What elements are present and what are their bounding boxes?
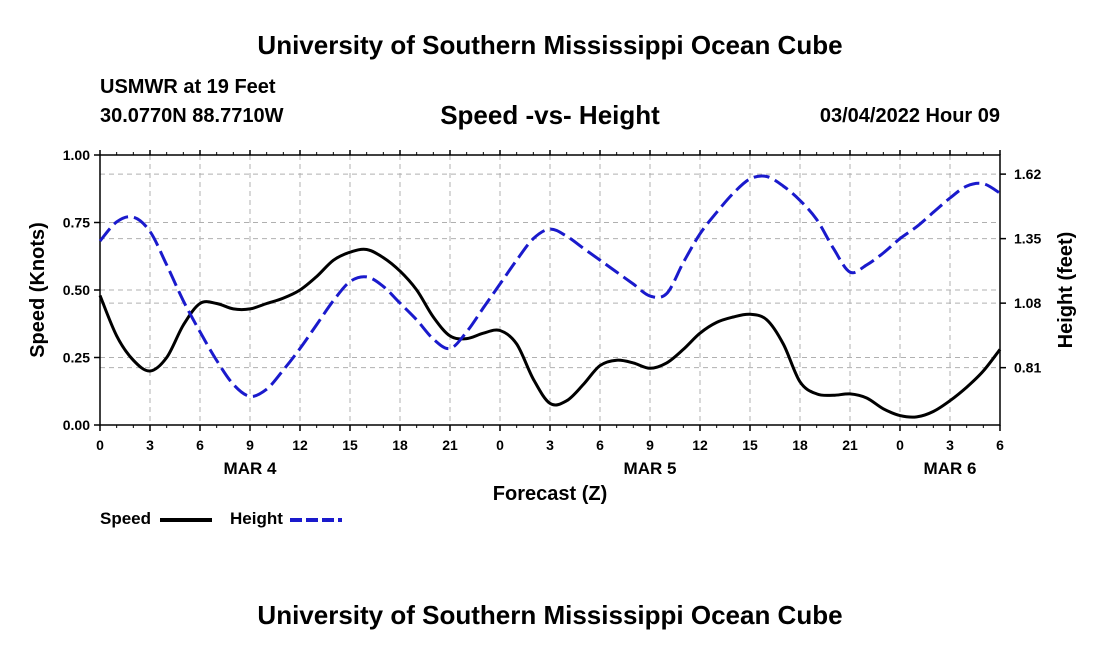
forecast-date: 03/04/2022 Hour 09 [819,105,1000,127]
x-tick-label: 3 [146,437,154,453]
x-date-label: MAR 4 [224,459,277,478]
x-tick-label: 0 [496,437,504,453]
legend-swatch-speed [159,517,212,522]
speed-height-chart: 0 3 6 9 12 15 18 21 0 3 6 9 12 15 18 21 0 3 6 MAR 4 MAR 5 MAR… [27,147,1077,505]
y-axis-label-left: Speed (Knots) [27,222,49,358]
x-tick-label: 0 [896,437,904,453]
series-lines [98,174,1002,419]
x-tick-label: 21 [842,437,858,453]
x-tick-label: 3 [946,437,954,453]
y-tick-label-right: 0.81 [1014,360,1041,376]
x-tick-label: 6 [996,437,1004,453]
grid-lines [99,154,1001,426]
legend-label-height: Height [230,509,283,528]
x-tick-label: 9 [246,437,254,453]
legend-swatch-height [289,517,342,522]
x-axis-label: Forecast (Z) [493,483,607,505]
x-tick-label: 12 [292,437,308,453]
x-tick-label: 9 [646,437,654,453]
x-tick-label: 18 [392,437,408,453]
station-name: USMWR at 19 Feet [100,76,276,98]
x-date-label: MAR 6 [924,459,977,478]
x-tick-label: 6 [196,437,204,453]
y-tick-label-left: 0.75 [63,215,90,231]
chart-title: Speed -vs- Height [440,100,660,130]
y-tick-label-left: 0.25 [63,350,90,366]
x-tick-label: 0 [96,437,104,453]
y-axis-label-right: Height (feet) [1055,232,1077,349]
x-tick-label: 18 [792,437,808,453]
legend-label-speed: Speed [100,509,152,528]
x-tick-label: 15 [342,437,358,453]
axis-ticks: 0 3 6 9 12 15 18 21 0 3 6 9 12 15 18 21 0 3 6 MAR 4 MAR 5 MAR… [63,147,1042,478]
legend-item-height: Height [230,509,346,529]
y-tick-label-left: 0.00 [63,417,90,433]
x-tick-label: 21 [442,437,458,453]
y-tick-label-right: 1.62 [1014,166,1041,182]
page-title: University of Southern Mississippi Ocean… [257,30,843,60]
x-date-label: MAR 5 [624,459,677,478]
x-tick-label: 15 [742,437,758,453]
y-tick-label-right: 1.08 [1014,295,1041,311]
y-tick-label-right: 1.35 [1014,231,1041,247]
x-tick-label: 12 [692,437,708,453]
x-tick-label: 3 [546,437,554,453]
x-tick-label: 6 [596,437,604,453]
legend-item-speed: Speed [100,509,216,529]
series-line-height [98,174,1001,398]
y-tick-label-left: 1.00 [63,147,90,163]
series-line-speed [98,247,1002,419]
station-coords: 30.0770N 88.7710W [100,105,284,127]
footer-title: University of Southern Mississippi Ocean… [257,600,843,630]
y-tick-label-left: 0.50 [63,282,90,298]
